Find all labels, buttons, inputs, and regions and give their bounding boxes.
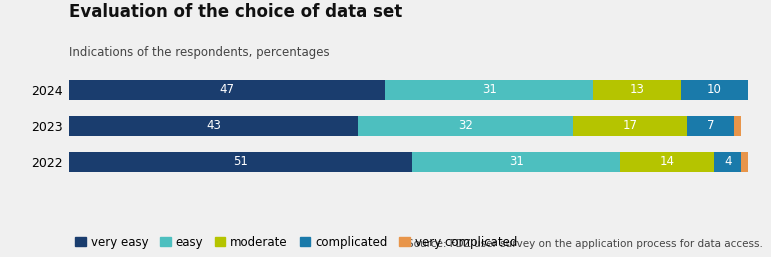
Bar: [412, 152, 620, 172]
Bar: [714, 152, 741, 172]
Text: Source: FDZ user survey on the application process for data access.: Source: FDZ user survey on the applicati…: [407, 239, 763, 249]
Text: 43: 43: [207, 120, 221, 132]
Text: 7: 7: [707, 120, 715, 132]
Text: 31: 31: [482, 84, 497, 96]
Text: 17: 17: [623, 120, 638, 132]
Text: 14: 14: [660, 155, 675, 168]
Text: 31: 31: [509, 155, 524, 168]
Bar: [681, 80, 748, 100]
Text: 4: 4: [724, 155, 732, 168]
Text: Indications of the respondents, percentages: Indications of the respondents, percenta…: [69, 46, 330, 59]
Bar: [386, 80, 594, 100]
Bar: [620, 152, 714, 172]
Legend: very easy, easy, moderate, complicated, very complicated: very easy, easy, moderate, complicated, …: [76, 235, 517, 249]
Bar: [359, 116, 573, 136]
Bar: [69, 116, 359, 136]
Text: Evaluation of the choice of data set: Evaluation of the choice of data set: [69, 3, 402, 21]
Bar: [735, 116, 741, 136]
Bar: [69, 80, 386, 100]
Text: 13: 13: [630, 84, 645, 96]
Bar: [69, 152, 412, 172]
Bar: [594, 80, 681, 100]
Text: 47: 47: [220, 84, 234, 96]
Bar: [741, 152, 748, 172]
Bar: [573, 116, 688, 136]
Text: 10: 10: [707, 84, 722, 96]
Text: 32: 32: [458, 120, 473, 132]
Text: 51: 51: [234, 155, 248, 168]
Bar: [688, 116, 735, 136]
